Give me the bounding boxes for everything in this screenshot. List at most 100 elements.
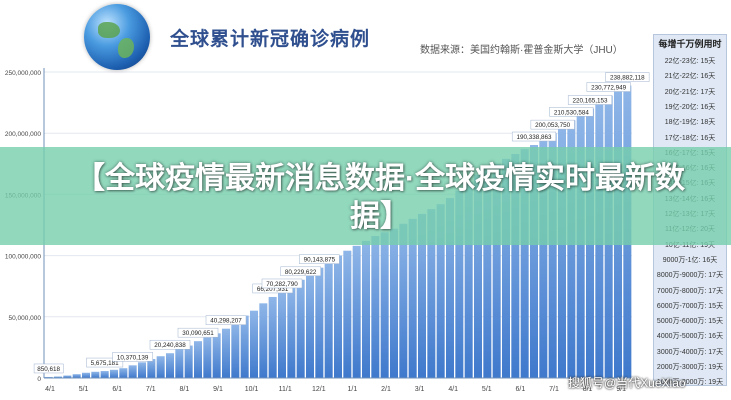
data-label: 220,165,153 (572, 98, 608, 105)
data-label: 850,618 (37, 366, 60, 373)
x-tick-label: 4/1 (448, 386, 458, 393)
watermark: 搜狐号@当代XueXiao (568, 376, 686, 390)
data-label: 238,882,118 (610, 75, 645, 82)
data-label-box (530, 119, 575, 130)
bar (296, 279, 305, 378)
bar (203, 337, 212, 378)
data-label: 90,143,875 (304, 257, 336, 264)
bar (408, 218, 417, 378)
bar (371, 236, 380, 378)
interval-panel-row: 1000万-2000万: 19天 (656, 379, 724, 387)
bar (501, 158, 511, 378)
headline-banner-text: 【全球疫情最新消息数据·全球疫情实时最新数据】 (75, 162, 685, 233)
data-label-box (112, 352, 153, 362)
bar (156, 356, 165, 378)
globe-land-shape (118, 38, 134, 58)
interval-panel-row: 20亿-21亿: 17天 (664, 88, 716, 96)
interval-panel-row: 9000万-1亿: 16天 (662, 256, 718, 264)
data-label: 200,053,750 (535, 122, 571, 129)
data-label: 20,240,838 (154, 342, 186, 349)
bar (511, 154, 520, 378)
interval-panel-row: 19亿-20亿: 16天 (664, 103, 716, 111)
data-label: 66,207,931 (257, 286, 289, 293)
data-label: 210,530,584 (554, 109, 590, 116)
bar (119, 368, 128, 378)
data-label-box (299, 254, 340, 264)
globe-icon (84, 4, 150, 70)
data-label-box (586, 82, 631, 92)
x-tick-label: 7/1 (549, 386, 559, 393)
data-label: 190,338,863 (516, 134, 552, 141)
x-tick-label: 8/1 (583, 386, 593, 393)
bar (240, 315, 249, 378)
data-label: 80,229,622 (285, 269, 317, 276)
interval-panel-row: 22亿-23亿: 15天 (664, 58, 716, 65)
y-tick-label: 200,000,000 (5, 131, 42, 138)
bar (576, 114, 585, 378)
x-tick-label: 1/1 (348, 386, 358, 393)
bar (399, 223, 408, 378)
data-label-box (86, 357, 124, 368)
bar (333, 255, 343, 378)
bar (520, 149, 529, 378)
x-tick-label: 9/1 (213, 386, 223, 393)
interval-panel-title: 每增千万例用时 (658, 39, 722, 49)
x-tick-label: 3/1 (415, 386, 425, 393)
bar (72, 374, 81, 378)
data-label-box (280, 266, 321, 277)
data-label-box (177, 327, 219, 338)
data-label-box (33, 363, 64, 374)
interval-panel-row: 10亿-11亿: 19天 (664, 241, 716, 249)
interval-panel-row: 21亿-22亿: 16天 (664, 73, 716, 81)
bar (53, 376, 63, 378)
bar (492, 163, 501, 378)
interval-panel-row: 6000万-7000万: 15天 (656, 302, 724, 310)
globe-land-shape (98, 22, 120, 38)
bar (361, 240, 371, 378)
bar (305, 273, 315, 378)
bar (287, 286, 296, 378)
x-tick-label: 2/1 (381, 386, 391, 393)
data-label: 230,772,949 (591, 85, 627, 92)
interval-panel-row: 18亿-19亿: 18天 (664, 119, 716, 127)
x-tick-label: 6/1 (112, 386, 122, 393)
bar (277, 291, 287, 378)
bar (44, 376, 53, 378)
x-tick-label: 5/1 (482, 386, 492, 393)
y-tick-label: 50,000,000 (8, 315, 41, 322)
bar (147, 359, 156, 378)
bar (343, 250, 352, 378)
bar (464, 182, 473, 378)
interval-panel-row: 2000万-3000万: 19天 (656, 364, 724, 371)
data-label-box (261, 278, 303, 289)
bar (557, 127, 567, 378)
bar (231, 322, 240, 378)
bar (389, 228, 399, 378)
x-tick-label: 10/1 (245, 386, 259, 393)
interval-panel-row: 8000万-9000万: 17天 (656, 272, 724, 280)
data-label-box (605, 72, 650, 82)
bar (315, 267, 324, 378)
x-tick-label: 4/1 (45, 386, 55, 393)
data-label-box (205, 315, 247, 325)
bar (137, 362, 147, 378)
bar (249, 310, 259, 378)
bar (184, 345, 193, 378)
data-label: 5,675,181 (91, 360, 120, 367)
bar (380, 232, 389, 378)
interval-panel-row: 5000万-6000万: 15天 (656, 318, 724, 326)
bar (212, 333, 221, 378)
x-tick-label: 6/1 (516, 386, 526, 393)
bar (221, 328, 231, 378)
headline-banner (0, 147, 731, 245)
interval-panel-row: 17亿-18亿: 16天 (664, 134, 716, 142)
y-tick-label: 0 (37, 376, 41, 383)
data-label-box (149, 339, 191, 350)
x-tick-label: 12/1 (312, 386, 326, 393)
data-label-box (567, 95, 613, 105)
x-tick-label: 11/1 (279, 386, 292, 393)
x-tick-label: 9/1 (616, 386, 626, 393)
bar (259, 303, 268, 378)
y-tick-label: 100,000,000 (5, 254, 42, 261)
